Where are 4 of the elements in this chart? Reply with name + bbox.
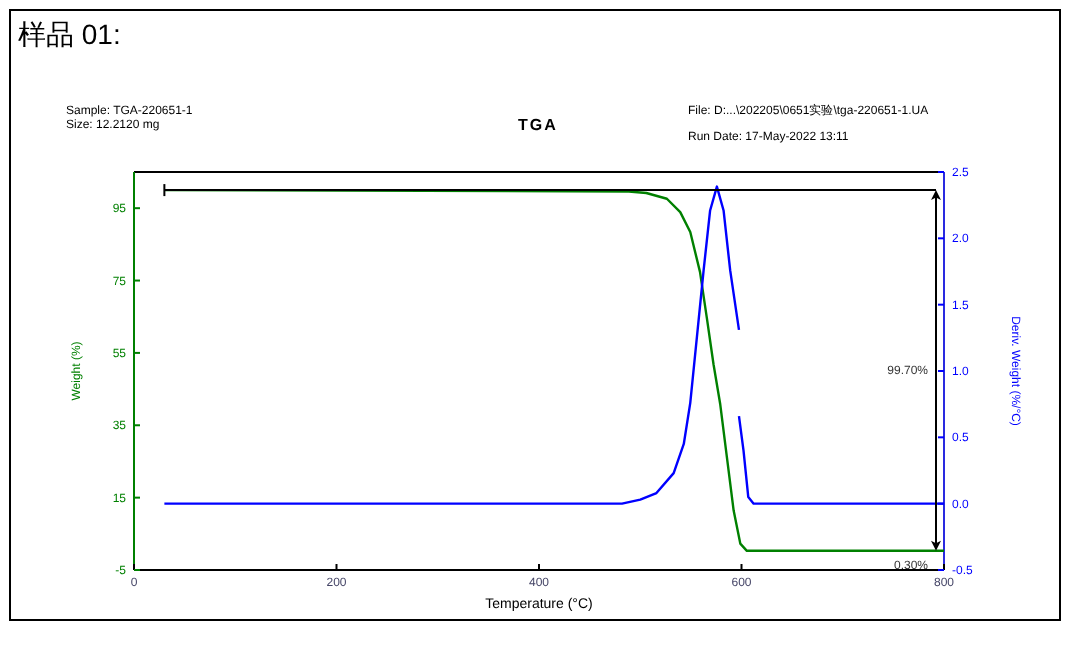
chart-title: 样品 01: bbox=[18, 18, 121, 50]
chart-subtitle: TGA bbox=[518, 116, 558, 134]
line-series bbox=[737, 414, 946, 505]
line-series bbox=[163, 185, 741, 505]
